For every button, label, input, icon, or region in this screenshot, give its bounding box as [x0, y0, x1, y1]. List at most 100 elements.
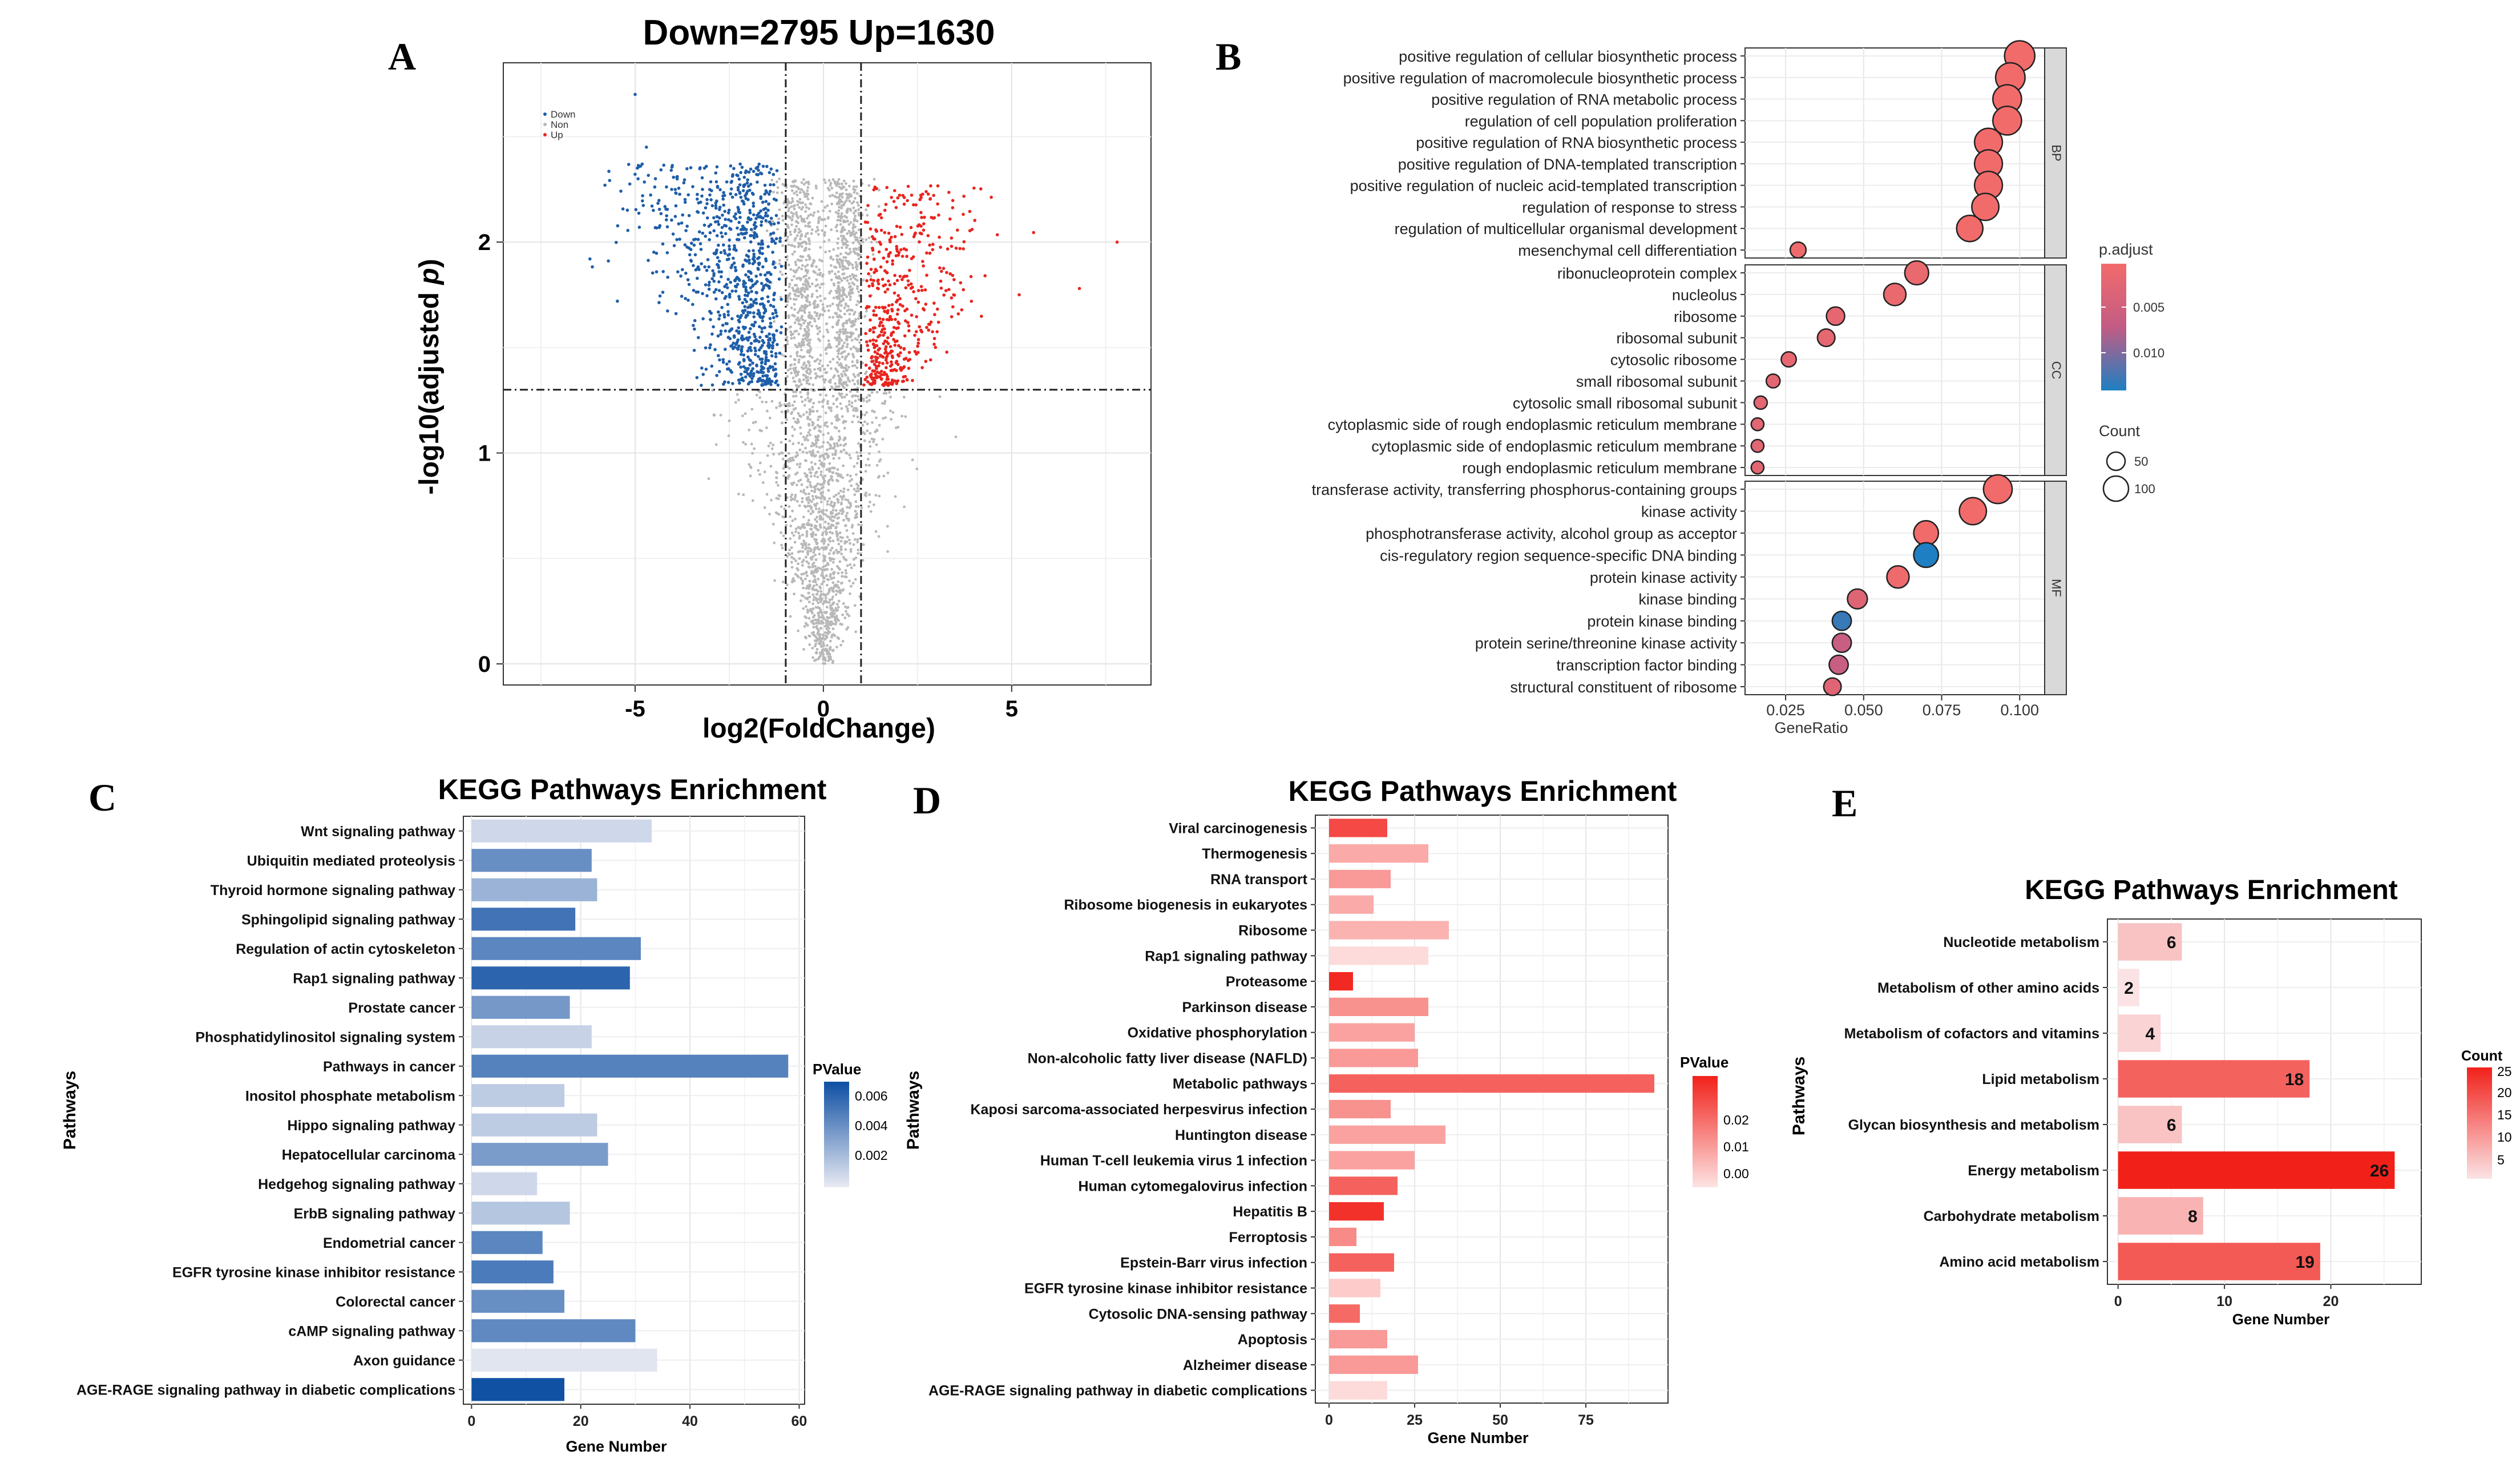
volcano-point-non	[781, 244, 784, 247]
kegg-c-x-tick-label: 0	[467, 1413, 475, 1429]
volcano-point-non	[802, 595, 805, 598]
volcano-point-non	[846, 244, 849, 247]
volcano-point-non	[805, 535, 808, 538]
volcano-point-up	[947, 288, 951, 291]
volcano-point-non	[827, 217, 830, 220]
volcano-point-non	[796, 463, 799, 466]
volcano-point-down	[772, 368, 776, 372]
volcano-point-non	[841, 614, 844, 616]
volcano-point-non	[833, 297, 835, 300]
volcano-point-non	[896, 426, 899, 429]
volcano-point-non	[838, 209, 841, 212]
volcano-point-non	[803, 489, 806, 491]
volcano-point-down	[763, 192, 766, 196]
volcano-point-non	[839, 536, 842, 539]
volcano-point-non	[815, 445, 818, 448]
volcano-point-non	[807, 379, 810, 382]
volcano-point-non	[813, 211, 815, 214]
volcano-point-non	[793, 408, 795, 411]
volcano-point-non	[798, 266, 801, 269]
volcano-point-non	[837, 551, 839, 554]
volcano-point-non	[791, 218, 794, 221]
volcano-point-up	[908, 351, 911, 354]
volcano-point-non	[766, 410, 769, 413]
volcano-point-up	[880, 377, 883, 381]
volcano-point-down	[694, 291, 698, 294]
volcano-point-non	[827, 616, 830, 619]
volcano-point-down	[731, 173, 734, 176]
volcano-point-down	[780, 298, 783, 301]
volcano-point-down	[637, 164, 640, 167]
volcano-point-down	[749, 240, 753, 244]
go-term-label: kinase binding	[1638, 591, 1737, 608]
volcano-point-non	[796, 350, 799, 353]
volcano-point-non	[882, 417, 885, 420]
volcano-point-non	[886, 525, 889, 528]
volcano-point-non	[815, 520, 818, 523]
kegg-d-category-label: Viral carcinogenesis	[1169, 820, 1307, 836]
volcano-point-non	[835, 585, 838, 588]
volcano-point-non	[793, 251, 796, 253]
volcano-point-non	[807, 324, 810, 327]
volcano-point-non	[786, 225, 789, 228]
volcano-point-non	[766, 493, 769, 496]
volcano-point-non	[853, 414, 855, 417]
volcano-point-non	[847, 366, 850, 369]
volcano-point-up	[928, 244, 931, 247]
volcano-point-non	[815, 485, 818, 487]
volcano-y-tick-label: 1	[478, 441, 491, 466]
volcano-point-down	[754, 291, 758, 295]
go-term-dot	[1984, 475, 2012, 503]
volcano-point-non	[805, 181, 808, 184]
volcano-point-down	[721, 213, 724, 217]
volcano-point-non	[809, 364, 811, 367]
volcano-point-up	[899, 225, 902, 229]
volcano-point-non	[794, 380, 797, 383]
kegg-c-bar	[471, 1114, 597, 1137]
volcano-point-non	[837, 308, 840, 311]
volcano-point-non	[840, 540, 843, 543]
volcano-point-non	[814, 534, 817, 537]
volcano-point-down	[776, 343, 779, 346]
volcano-point-non	[799, 235, 802, 238]
volcano-point-non	[842, 242, 845, 245]
volcano-point-non	[817, 487, 819, 490]
volcano-point-non	[791, 404, 794, 407]
volcano-point-non	[832, 590, 835, 593]
volcano-point-down	[778, 352, 782, 355]
volcano-point-down	[737, 362, 741, 366]
volcano-point-non	[789, 233, 792, 236]
volcano-point-non	[834, 445, 837, 448]
go-facet-strip-label: MF	[2049, 579, 2063, 597]
kegg-c-category-label: Hedgehog signaling pathway	[258, 1176, 455, 1192]
volcano-point-down	[690, 241, 693, 245]
volcano-point-non	[826, 601, 829, 603]
volcano-point-non	[835, 398, 838, 401]
volcano-point-non	[850, 325, 853, 328]
kegg-d-bar	[1329, 1202, 1384, 1220]
go-term-dot	[1829, 655, 1848, 674]
volcano-point-down	[761, 316, 764, 320]
kegg-e-legend-tick: 20	[2497, 1085, 2512, 1100]
volcano-point-non	[848, 286, 851, 289]
volcano-point-down	[761, 367, 764, 370]
volcano-point-non	[788, 505, 791, 508]
volcano-point-non	[826, 503, 829, 506]
volcano-point-non	[851, 264, 854, 267]
volcano-point-non	[833, 374, 836, 377]
volcano-point-down	[679, 275, 682, 278]
volcano-point-up	[884, 291, 887, 294]
volcano-point-non	[850, 550, 853, 553]
go-term-label: protein kinase activity	[1590, 569, 1738, 586]
volcano-point-non	[826, 515, 829, 518]
volcano-point-non	[838, 600, 841, 603]
volcano-point-non	[829, 549, 832, 552]
volcano-point-non	[815, 567, 818, 570]
volcano-point-non	[802, 580, 805, 583]
volcano-point-non	[855, 451, 858, 454]
volcano-point-non	[806, 269, 809, 272]
volcano-point-non	[848, 403, 851, 406]
volcano-point-non	[754, 421, 757, 424]
volcano-point-non	[846, 512, 849, 515]
volcano-point-non	[764, 506, 766, 509]
